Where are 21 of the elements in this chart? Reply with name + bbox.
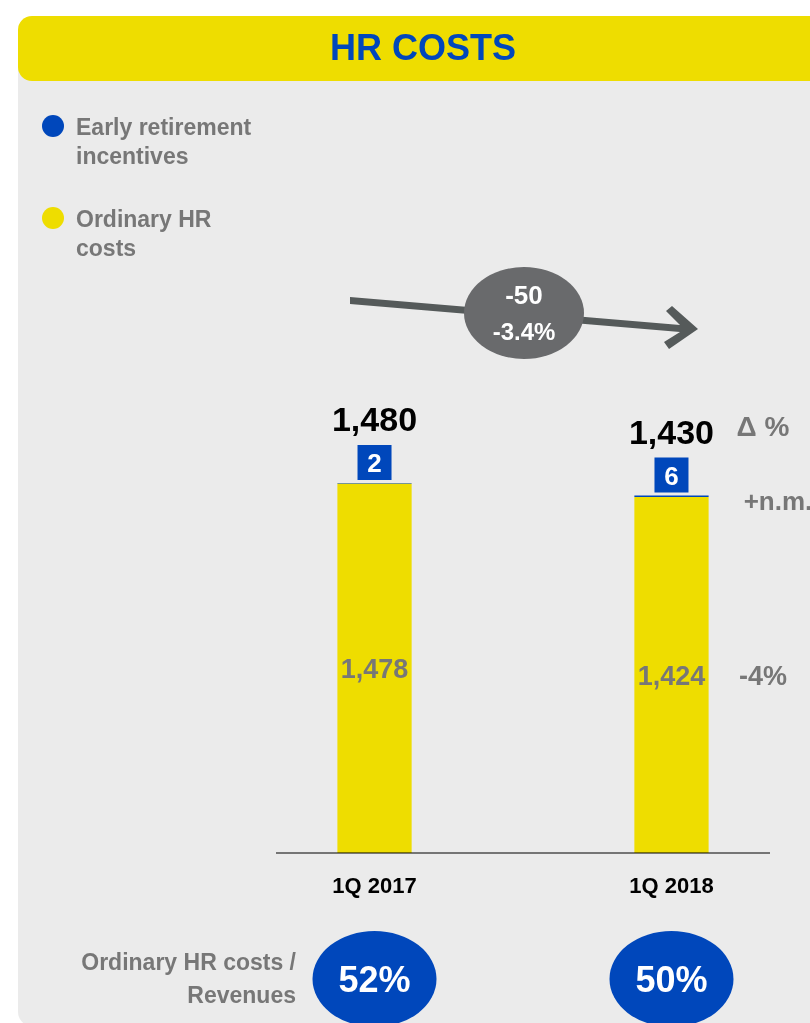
text: Ordinary HR costs / Revenues <box>81 949 297 1008</box>
legend-label: Early retirement incentives <box>76 114 252 169</box>
text: Δ % <box>736 411 790 442</box>
x-tick-label: 1Q 2018 <box>629 873 714 898</box>
text: 50% <box>635 959 708 1000</box>
annotation: -4% <box>738 661 788 691</box>
text: 52% <box>338 959 411 1000</box>
text: -50 <box>505 280 543 310</box>
text: -3.4% <box>492 318 556 345</box>
data-label: 1,478 <box>340 654 409 685</box>
chart-title: HR COSTS <box>329 27 517 68</box>
x-tick-label: 1Q 2017 <box>332 873 417 898</box>
legend-label: Ordinary HR costs <box>76 206 212 261</box>
data-label: 6 <box>664 460 679 491</box>
bar <box>337 483 412 853</box>
annotation: +n.m. <box>743 486 810 516</box>
total-label: 1,480 <box>331 400 418 438</box>
data-label: 2 <box>367 448 382 478</box>
data-label: 1,424 <box>637 661 706 691</box>
total-label: 1,430 <box>628 412 715 451</box>
bar <box>634 497 709 853</box>
